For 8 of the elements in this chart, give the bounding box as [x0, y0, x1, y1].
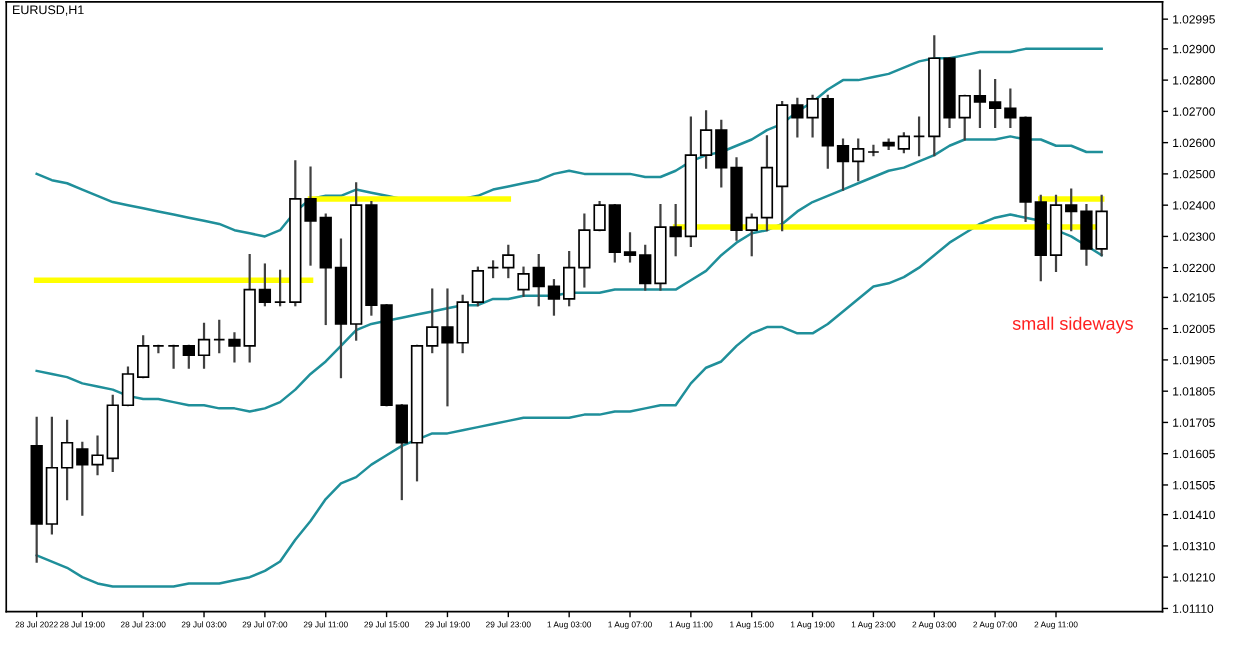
candlestick: [912, 116, 926, 157]
candlestick: [502, 244, 515, 279]
line-series: [35, 47, 1103, 238]
candlestick: [273, 269, 287, 307]
candlestick: [167, 344, 180, 369]
candlestick: [867, 144, 880, 157]
candlestick: [486, 260, 500, 279]
annotation: small sideways: [1012, 316, 1133, 334]
